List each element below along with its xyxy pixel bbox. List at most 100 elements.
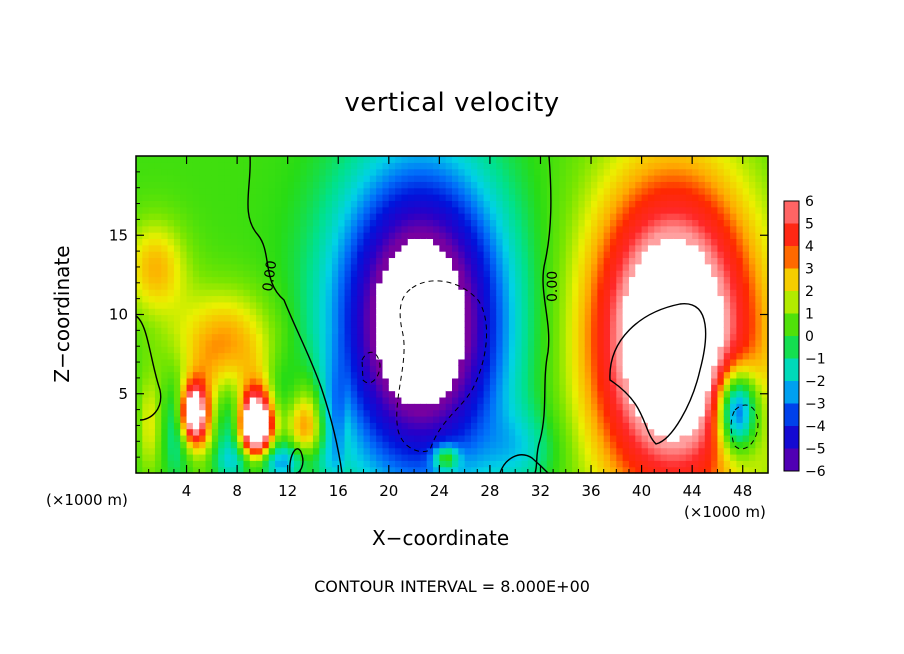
heatmap-cell	[452, 257, 459, 265]
heatmap-cell	[584, 175, 592, 182]
heatmap-cell	[338, 371, 346, 379]
heatmap-cell	[350, 187, 358, 195]
heatmap-cell	[173, 339, 181, 347]
heatmap-cell	[395, 232, 403, 240]
heatmap-cell	[275, 447, 282, 455]
heatmap-cell	[635, 333, 643, 341]
heatmap-cell	[622, 422, 630, 430]
heatmap-cell	[502, 187, 510, 195]
heatmap-cell	[761, 289, 769, 297]
heatmap-cell	[275, 377, 282, 385]
heatmap-cell	[603, 314, 611, 322]
heatmap-cell	[521, 289, 529, 297]
heatmap-cell	[167, 352, 175, 360]
heatmap-cell	[622, 460, 630, 468]
heatmap-cell	[521, 282, 529, 290]
heatmap-cell	[692, 156, 700, 163]
heatmap-cell	[161, 289, 169, 297]
heatmap-cell	[704, 257, 712, 265]
heatmap-cell	[439, 289, 447, 297]
heatmap-cell	[597, 263, 605, 271]
heatmap-cell	[464, 168, 472, 176]
heatmap-cell	[534, 308, 542, 316]
heatmap-cell	[603, 434, 611, 442]
heatmap-cell	[275, 415, 282, 423]
heatmap-cell	[426, 434, 434, 442]
heatmap-cell	[249, 251, 257, 259]
heatmap-cell	[704, 390, 712, 398]
heatmap-cell	[584, 168, 592, 176]
heatmap-cell	[287, 358, 295, 366]
heatmap-cell	[496, 181, 504, 189]
heatmap-cell	[180, 390, 188, 398]
heatmap-cell	[414, 175, 421, 182]
heatmap-cell	[521, 263, 529, 271]
heatmap-cell	[350, 358, 358, 366]
heatmap-cell	[294, 390, 301, 398]
heatmap-cell	[167, 282, 175, 290]
heatmap-cell	[578, 460, 586, 468]
heatmap-cell	[755, 156, 763, 163]
heatmap-cell	[711, 453, 719, 461]
heatmap-cell	[262, 447, 270, 455]
heatmap-cell	[635, 428, 643, 436]
heatmap-cell	[331, 422, 339, 430]
heatmap-cell	[211, 371, 219, 379]
heatmap-cell	[565, 346, 573, 354]
heatmap-cell	[338, 282, 346, 290]
heatmap-cell	[622, 403, 630, 411]
heatmap-cell	[572, 346, 579, 354]
heatmap-cell	[698, 263, 706, 271]
heatmap-cell	[376, 415, 384, 423]
heatmap-cell	[154, 415, 162, 423]
heatmap-cell	[433, 225, 440, 233]
heatmap-cell	[698, 213, 706, 220]
heatmap-cell	[395, 333, 403, 341]
heatmap-cell	[755, 377, 763, 385]
heatmap-cell	[496, 415, 504, 423]
heatmap-cell	[641, 352, 649, 360]
heatmap-cell	[559, 175, 567, 182]
heatmap-cell	[224, 460, 232, 468]
heatmap-cell	[736, 460, 744, 468]
heatmap-cell	[167, 168, 175, 176]
heatmap-cell	[300, 238, 308, 246]
heatmap-cell	[161, 365, 169, 373]
heatmap-cell	[420, 225, 428, 233]
heatmap-cell	[350, 371, 358, 379]
heatmap-cell	[192, 168, 200, 176]
heatmap-cell	[464, 320, 472, 328]
heatmap-cell	[262, 232, 270, 240]
heatmap-cell	[376, 327, 384, 335]
chart-title: vertical velocity	[344, 88, 560, 118]
heatmap-cell	[136, 206, 143, 214]
heatmap-cell	[685, 396, 693, 404]
heatmap-cell	[306, 263, 314, 271]
heatmap-cell	[477, 289, 485, 297]
heatmap-cell	[591, 301, 598, 309]
heatmap-cell	[243, 441, 251, 449]
heatmap-cell	[401, 447, 409, 455]
heatmap-cell	[439, 232, 447, 240]
heatmap-cell	[698, 377, 706, 385]
heatmap-cell	[679, 428, 687, 436]
heatmap-cell	[698, 168, 706, 176]
heatmap-cell	[439, 422, 447, 430]
heatmap-cell	[369, 314, 377, 322]
heatmap-cell	[660, 225, 668, 233]
heatmap-cell	[136, 346, 143, 354]
heatmap-cell	[376, 390, 384, 398]
heatmap-cell	[376, 295, 384, 303]
heatmap-cell	[306, 422, 314, 430]
heatmap-cell	[180, 263, 188, 271]
heatmap-cell	[647, 187, 655, 195]
heatmap-cell	[312, 206, 320, 214]
heatmap-cell	[736, 403, 744, 411]
heatmap-cell	[262, 333, 270, 341]
heatmap-cell	[717, 308, 725, 316]
heatmap-cell	[281, 162, 289, 170]
heatmap-cell	[300, 194, 308, 201]
heatmap-cell	[312, 339, 320, 347]
heatmap-cell	[319, 295, 327, 303]
heatmap-cell	[761, 365, 769, 373]
